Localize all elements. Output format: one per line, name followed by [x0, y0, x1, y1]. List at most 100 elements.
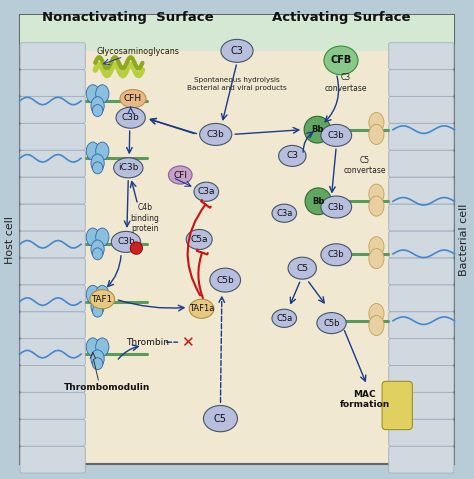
FancyBboxPatch shape — [20, 392, 85, 419]
Text: C3
convertase: C3 convertase — [324, 73, 367, 92]
Ellipse shape — [86, 338, 100, 356]
Ellipse shape — [369, 184, 384, 204]
FancyBboxPatch shape — [20, 69, 85, 96]
FancyBboxPatch shape — [389, 150, 454, 177]
Text: Thrombin: Thrombin — [126, 338, 169, 347]
Ellipse shape — [92, 358, 103, 370]
FancyBboxPatch shape — [382, 381, 412, 430]
Ellipse shape — [96, 228, 109, 246]
Ellipse shape — [96, 85, 109, 103]
Ellipse shape — [200, 124, 232, 146]
Ellipse shape — [96, 285, 109, 304]
Ellipse shape — [369, 249, 384, 269]
Ellipse shape — [369, 316, 384, 335]
Text: C3b: C3b — [122, 113, 139, 122]
Ellipse shape — [168, 166, 192, 184]
Ellipse shape — [272, 204, 297, 222]
FancyBboxPatch shape — [20, 177, 85, 204]
Ellipse shape — [203, 405, 237, 432]
FancyBboxPatch shape — [389, 365, 454, 392]
Text: C5a: C5a — [191, 235, 208, 244]
Ellipse shape — [194, 182, 219, 201]
Text: Host cell: Host cell — [5, 216, 15, 263]
Text: CFB: CFB — [330, 56, 352, 66]
FancyBboxPatch shape — [19, 15, 455, 464]
Text: C3a: C3a — [276, 209, 292, 218]
Ellipse shape — [369, 237, 384, 257]
FancyBboxPatch shape — [20, 204, 85, 231]
Ellipse shape — [120, 90, 146, 108]
Circle shape — [130, 242, 143, 254]
Text: Bb: Bb — [311, 125, 324, 134]
FancyBboxPatch shape — [389, 285, 454, 312]
Text: C4b
binding
protein: C4b binding protein — [130, 203, 159, 233]
FancyBboxPatch shape — [389, 204, 454, 231]
Text: C5a: C5a — [276, 314, 292, 323]
Text: C3: C3 — [230, 46, 244, 56]
Circle shape — [305, 188, 331, 215]
FancyBboxPatch shape — [20, 446, 85, 473]
FancyBboxPatch shape — [20, 231, 85, 258]
FancyBboxPatch shape — [20, 124, 85, 150]
Ellipse shape — [91, 240, 104, 258]
Ellipse shape — [92, 305, 103, 317]
Text: CFI: CFI — [173, 171, 187, 180]
FancyBboxPatch shape — [20, 420, 85, 446]
FancyBboxPatch shape — [389, 392, 454, 419]
Text: Bacterial and viral products: Bacterial and viral products — [187, 85, 287, 91]
Ellipse shape — [317, 313, 346, 333]
Ellipse shape — [369, 196, 384, 216]
Ellipse shape — [369, 113, 384, 133]
FancyBboxPatch shape — [20, 97, 85, 123]
FancyBboxPatch shape — [19, 15, 455, 51]
Ellipse shape — [86, 285, 100, 304]
FancyBboxPatch shape — [389, 177, 454, 204]
Ellipse shape — [279, 146, 306, 166]
Ellipse shape — [92, 162, 103, 174]
Ellipse shape — [369, 125, 384, 145]
Ellipse shape — [91, 97, 104, 115]
FancyBboxPatch shape — [389, 258, 454, 285]
Text: C3: C3 — [286, 151, 298, 160]
Text: C3b: C3b — [328, 131, 345, 140]
Ellipse shape — [86, 142, 100, 160]
FancyBboxPatch shape — [20, 312, 85, 339]
Ellipse shape — [189, 299, 214, 319]
Ellipse shape — [92, 104, 103, 116]
Ellipse shape — [369, 304, 384, 323]
Text: CFH: CFH — [124, 94, 142, 103]
Text: C3b: C3b — [328, 203, 345, 212]
Ellipse shape — [114, 158, 143, 178]
Ellipse shape — [288, 257, 317, 279]
FancyBboxPatch shape — [389, 124, 454, 150]
FancyBboxPatch shape — [20, 43, 85, 69]
Text: Spontaneous hydrolysis: Spontaneous hydrolysis — [194, 77, 280, 82]
Ellipse shape — [91, 297, 104, 316]
Text: C3b: C3b — [117, 238, 135, 246]
Ellipse shape — [321, 196, 352, 218]
Text: Nonactivating  Surface: Nonactivating Surface — [43, 11, 214, 24]
Text: Bacterial cell: Bacterial cell — [459, 203, 469, 276]
Ellipse shape — [221, 39, 253, 62]
Ellipse shape — [111, 231, 141, 252]
FancyBboxPatch shape — [389, 43, 454, 69]
FancyBboxPatch shape — [20, 150, 85, 177]
FancyBboxPatch shape — [20, 365, 85, 392]
Ellipse shape — [92, 248, 103, 260]
Ellipse shape — [324, 46, 358, 75]
Text: TAF1: TAF1 — [92, 295, 113, 304]
Ellipse shape — [96, 338, 109, 356]
Text: Bb: Bb — [312, 197, 325, 206]
Ellipse shape — [86, 85, 100, 103]
Ellipse shape — [91, 154, 104, 172]
FancyBboxPatch shape — [389, 312, 454, 339]
Text: MAC
formation: MAC formation — [339, 390, 390, 409]
Text: C5b: C5b — [216, 275, 234, 285]
Ellipse shape — [272, 309, 297, 327]
FancyBboxPatch shape — [389, 231, 454, 258]
FancyBboxPatch shape — [20, 285, 85, 312]
FancyBboxPatch shape — [389, 339, 454, 365]
Text: C5: C5 — [214, 413, 227, 423]
Ellipse shape — [321, 125, 352, 147]
Text: C3b: C3b — [207, 130, 225, 139]
